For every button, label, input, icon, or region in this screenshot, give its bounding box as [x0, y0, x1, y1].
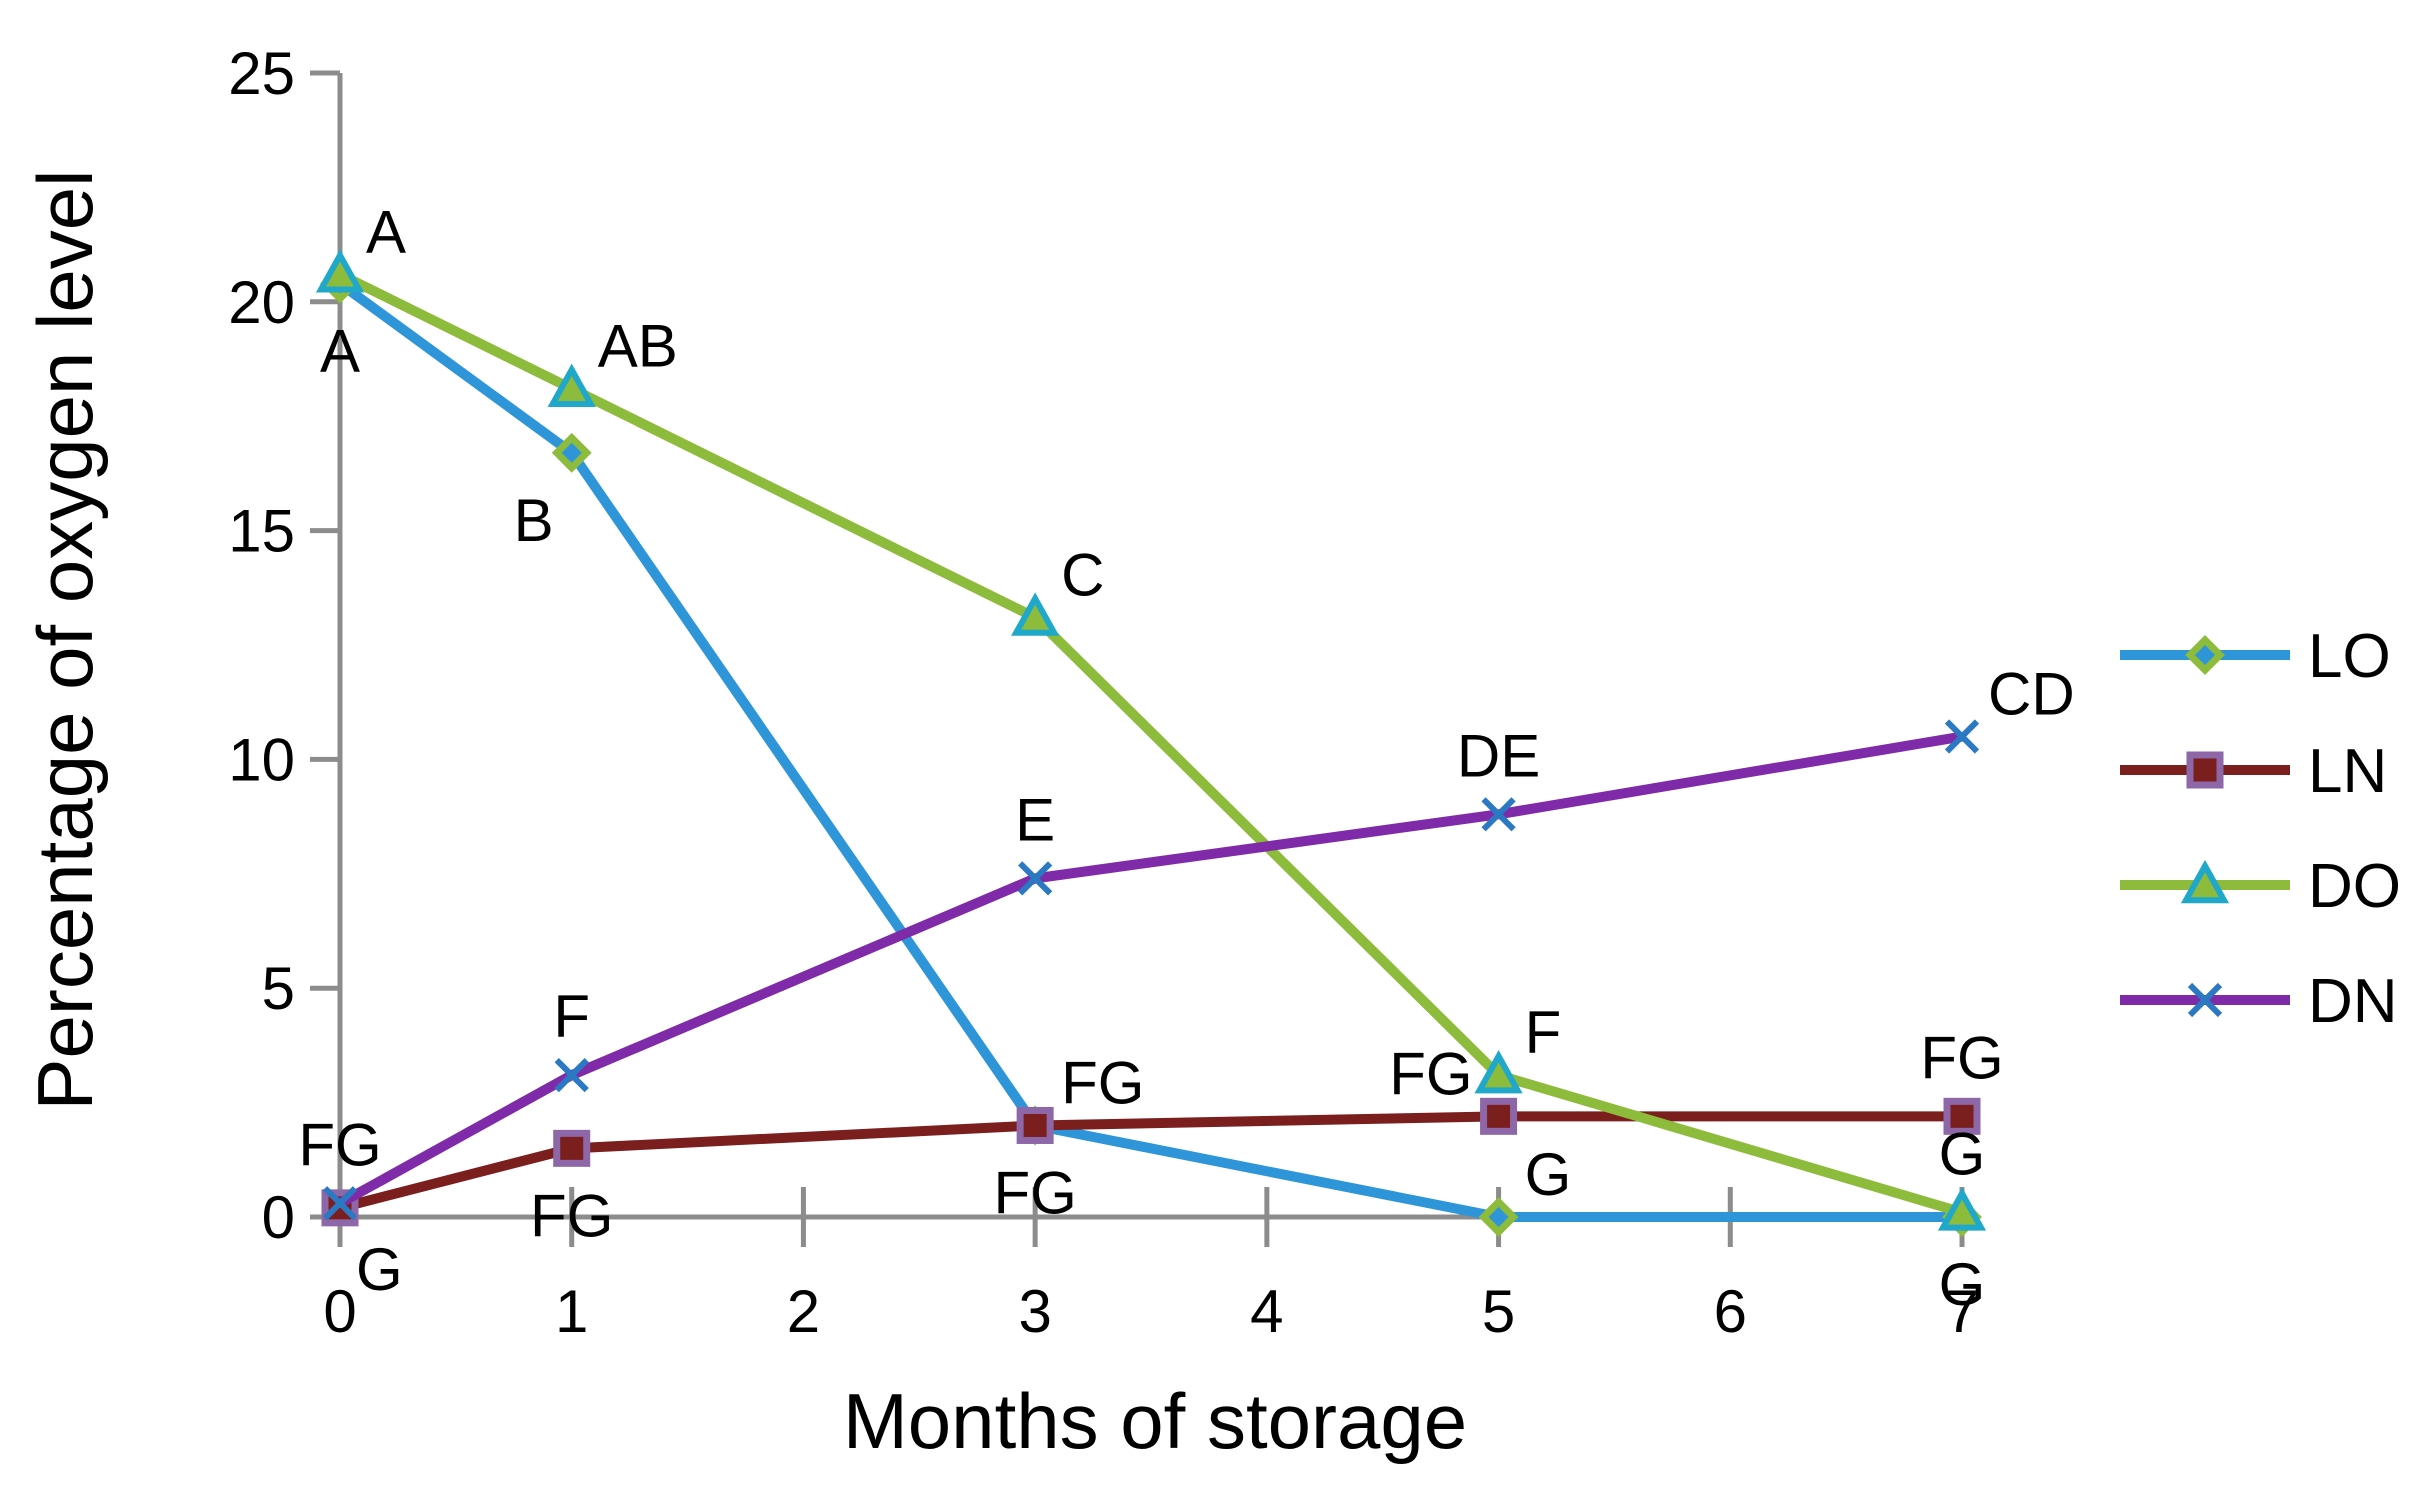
data-label-dn: CD [1988, 661, 2075, 728]
data-label-ln: FG [1920, 1024, 2003, 1091]
x-tick-label: 4 [1250, 1278, 1283, 1345]
data-label-do: F [1525, 999, 1562, 1066]
y-axis-title: Percentage of oxygen level [21, 170, 109, 1111]
data-label-ln: FG [1061, 1049, 1144, 1116]
y-tick-label: 0 [262, 1184, 295, 1251]
data-label-lo: G [1525, 1141, 1572, 1208]
x-tick-label: 6 [1714, 1278, 1747, 1345]
data-point-dn [1481, 797, 1516, 832]
y-tick-label: 5 [262, 955, 295, 1022]
y-tick-label: 15 [228, 498, 295, 565]
data-label-dn: DE [1457, 722, 1540, 789]
series-line-lo [337, 279, 1962, 1222]
series-lo [320, 263, 1982, 1237]
data-label-dn: F [553, 983, 590, 1050]
data-point-lo [551, 432, 592, 473]
data-point-lo [1478, 1197, 1519, 1237]
data-label-lo: B [514, 487, 554, 554]
legend-label: DN [2308, 967, 2398, 1036]
data-point-ln [1016, 1106, 1054, 1144]
axes: 0 5 10 15 20 25 0 1 2 3 4 5 6 7 [228, 40, 1978, 1345]
data-point-ln [1480, 1097, 1518, 1135]
data-label-do: C [1061, 542, 1104, 609]
data-label-do: AB [598, 313, 678, 380]
data-label-dn: FG [298, 1111, 381, 1178]
series-dn [322, 719, 1980, 1221]
data-label-dn: E [1015, 786, 1055, 853]
legend-marker [2186, 751, 2224, 789]
data-point-ln [553, 1129, 591, 1167]
data-point-dn [554, 1058, 589, 1093]
legend-item-lo: LO [2120, 622, 2391, 691]
y-tick-label: 25 [228, 40, 295, 107]
data-label-lo: A [320, 317, 360, 384]
x-axis-title: Months of storage [843, 1377, 1467, 1465]
legend-item-do: DO [2120, 852, 2401, 921]
legend: LO LN DO DN [2120, 622, 2401, 1036]
legend-marker [2187, 982, 2223, 1018]
data-label-lo: G [1939, 1251, 1986, 1318]
legend-marker [2185, 635, 2225, 675]
series-do [315, 249, 1987, 1231]
data-point-do [547, 363, 596, 407]
data-point-dn [322, 1186, 358, 1221]
y-tick-label: 10 [228, 726, 295, 793]
data-point-ln [1943, 1097, 1981, 1135]
x-tick-label: 5 [1482, 1278, 1515, 1345]
plot-series [315, 249, 1987, 1237]
data-label-ln: FG [1389, 1040, 1472, 1107]
data-label-lo: FG [993, 1159, 1076, 1226]
data-label-do: G [1939, 1120, 1986, 1187]
x-tick-label: 2 [787, 1278, 820, 1345]
data-point-do [1474, 1049, 1523, 1094]
y-tick-label: 20 [228, 269, 295, 336]
legend-label: DO [2308, 852, 2401, 921]
legend-marker [2180, 859, 2230, 904]
legend-label: LN [2308, 737, 2387, 806]
legend-label: LO [2308, 622, 2391, 691]
data-point-dn [1944, 719, 1980, 754]
x-tick-label: 7 [1945, 1278, 1978, 1345]
legend-item-ln: LN [2120, 737, 2387, 806]
x-tick-label: 3 [1018, 1278, 1051, 1345]
data-point-do [315, 249, 365, 293]
data-point-dn [1018, 861, 1053, 896]
x-tick-label: 1 [555, 1278, 588, 1345]
data-label-ln: FG [530, 1182, 613, 1249]
legend-item-dn: DN [2120, 967, 2398, 1036]
data-point-do [1011, 592, 1060, 636]
data-label-do: A [366, 198, 406, 265]
x-tick-label: 0 [323, 1278, 356, 1345]
data-label-ln: G [356, 1236, 403, 1303]
data-point-do [1937, 1187, 1987, 1231]
